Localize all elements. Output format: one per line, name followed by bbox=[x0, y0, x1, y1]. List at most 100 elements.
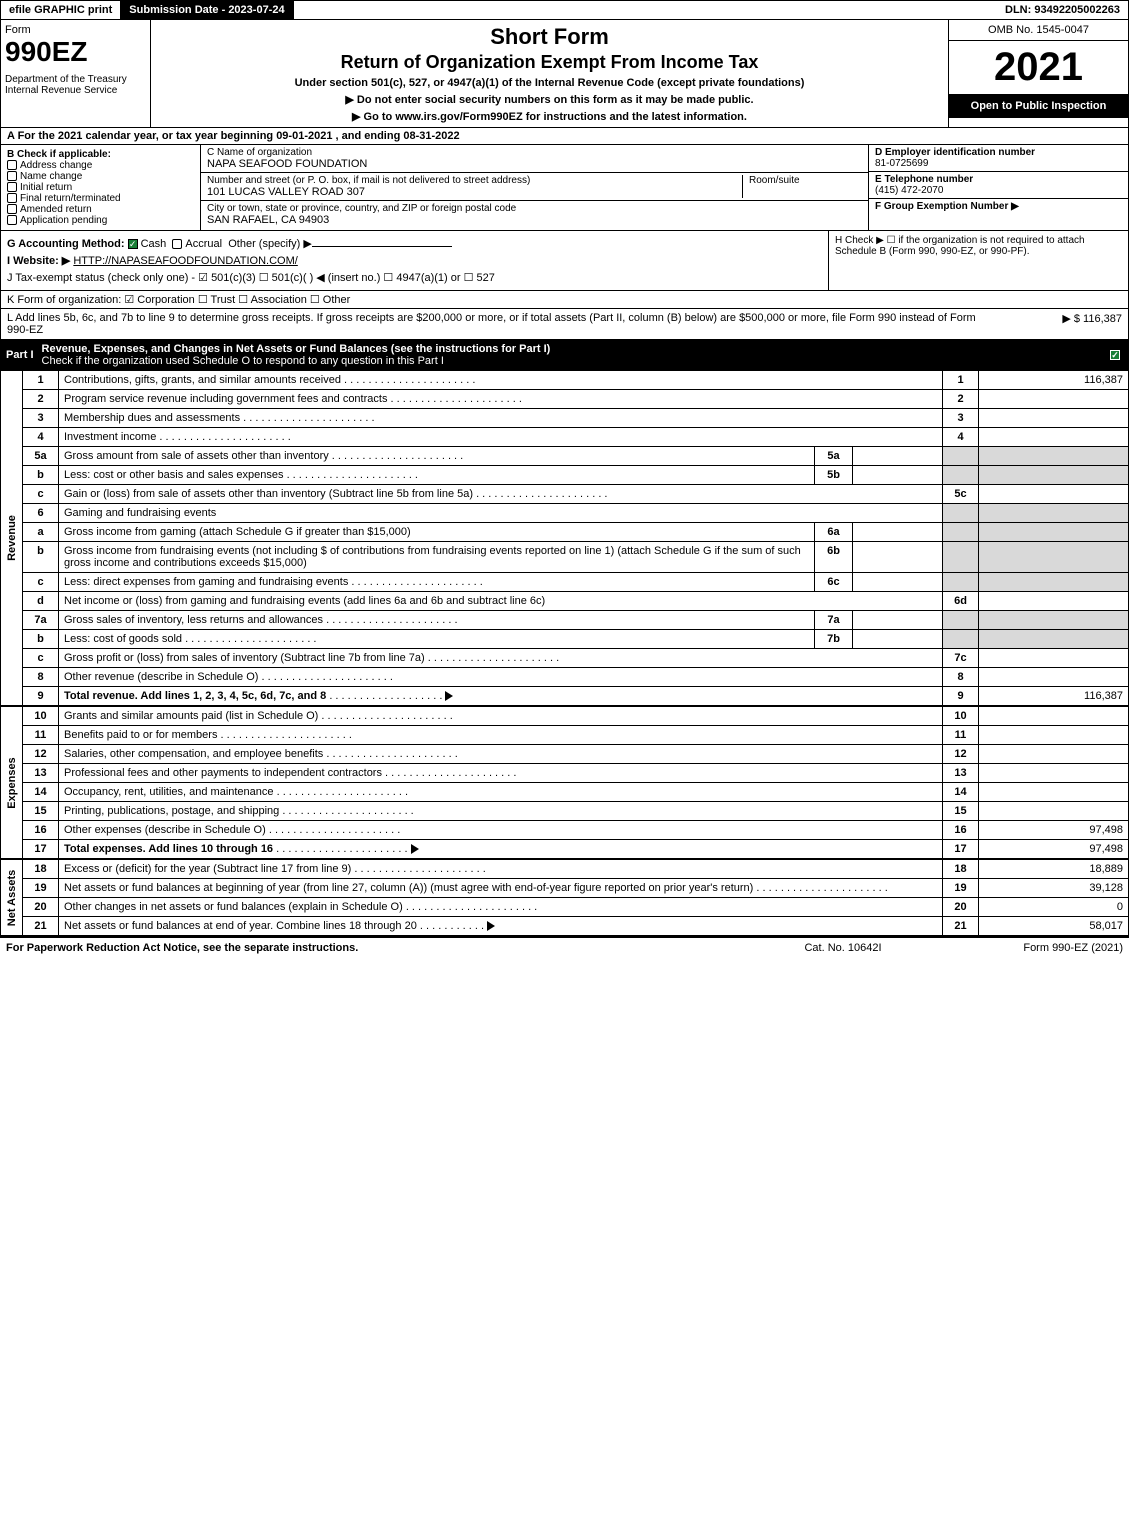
revenue-section: Revenue 1Contributions, gifts, grants, a… bbox=[0, 370, 1129, 706]
footer-center: Cat. No. 10642I bbox=[743, 942, 943, 954]
line-10: 10Grants and similar amounts paid (list … bbox=[23, 707, 1129, 726]
b-opt-address-label: Address change bbox=[20, 160, 92, 171]
b-opt-amended[interactable]: Amended return bbox=[7, 204, 194, 215]
tax-year: 2021 bbox=[949, 41, 1128, 94]
header-center: Short Form Return of Organization Exempt… bbox=[151, 20, 948, 127]
d-label: D Employer identification number bbox=[875, 147, 1035, 158]
g-accrual-check[interactable] bbox=[172, 239, 182, 249]
line-9: 9Total revenue. Add lines 1, 2, 3, 4, 5c… bbox=[23, 687, 1129, 706]
b-opt-pending[interactable]: Application pending bbox=[7, 215, 194, 226]
e-label: E Telephone number bbox=[875, 174, 973, 185]
dept: Department of the Treasury Internal Reve… bbox=[5, 74, 146, 96]
line-18: 18Excess or (deficit) for the year (Subt… bbox=[23, 860, 1129, 879]
expenses-table: 10Grants and similar amounts paid (list … bbox=[22, 706, 1129, 859]
b-opt-final[interactable]: Final return/terminated bbox=[7, 193, 194, 204]
line-2: 2Program service revenue including gover… bbox=[23, 390, 1129, 409]
line-17: 17Total expenses. Add lines 10 through 1… bbox=[23, 840, 1129, 859]
b-opt-initial-label: Initial return bbox=[20, 182, 72, 193]
c-name-row: C Name of organization NAPA SEAFOOD FOUN… bbox=[201, 145, 868, 173]
col-d-e-f: D Employer identification number 81-0725… bbox=[868, 145, 1128, 230]
line-5b: bLess: cost or other basis and sales exp… bbox=[23, 466, 1129, 485]
f-label: F Group Exemption Number ▶ bbox=[875, 201, 1019, 212]
h-block: H Check ▶ ☐ if the organization is not r… bbox=[828, 231, 1128, 290]
line-20: 20Other changes in net assets or fund ba… bbox=[23, 898, 1129, 917]
g-cash: Cash bbox=[141, 238, 167, 250]
l-value: ▶ $ 116,387 bbox=[982, 312, 1122, 336]
topbar: efile GRAPHIC print Submission Date - 20… bbox=[0, 0, 1129, 20]
net-sidelabel: Net Assets bbox=[0, 859, 22, 936]
g-label: G Accounting Method: bbox=[7, 238, 125, 250]
revenue-table: 1Contributions, gifts, grants, and simil… bbox=[22, 370, 1129, 706]
net-assets-table: 18Excess or (deficit) for the year (Subt… bbox=[22, 859, 1129, 936]
website-link[interactable]: HTTP://NAPASEAFOODFOUNDATION.COM/ bbox=[73, 255, 298, 267]
d-ein: D Employer identification number 81-0725… bbox=[869, 145, 1128, 172]
l-text: L Add lines 5b, 6c, and 7b to line 9 to … bbox=[7, 312, 982, 336]
net-assets-section: Net Assets 18Excess or (deficit) for the… bbox=[0, 859, 1129, 936]
goto-link[interactable]: ▶ Go to www.irs.gov/Form990EZ for instru… bbox=[161, 110, 938, 123]
footer: For Paperwork Reduction Act Notice, see … bbox=[0, 936, 1129, 958]
b-opt-name[interactable]: Name change bbox=[7, 171, 194, 182]
expenses-section: Expenses 10Grants and similar amounts pa… bbox=[0, 706, 1129, 859]
arrow-icon bbox=[411, 844, 419, 854]
b-opt-amended-label: Amended return bbox=[20, 204, 92, 215]
part-i-check[interactable] bbox=[1110, 350, 1120, 360]
f-group: F Group Exemption Number ▶ bbox=[869, 199, 1128, 214]
header-left: Form 990EZ Department of the Treasury In… bbox=[1, 20, 151, 127]
col-b: B Check if applicable: Address change Na… bbox=[1, 145, 201, 230]
part-i-sub: Check if the organization used Schedule … bbox=[42, 355, 444, 367]
b-opt-name-label: Name change bbox=[20, 171, 82, 182]
b-opt-initial[interactable]: Initial return bbox=[7, 182, 194, 193]
footer-right: Form 990-EZ (2021) bbox=[943, 942, 1123, 954]
line-7a: 7aGross sales of inventory, less returns… bbox=[23, 611, 1129, 630]
g-cash-check[interactable] bbox=[128, 239, 138, 249]
ein-value: 81-0725699 bbox=[875, 158, 928, 169]
phone-value: (415) 472-2070 bbox=[875, 185, 943, 196]
org-name: NAPA SEAFOOD FOUNDATION bbox=[207, 158, 862, 170]
line-1: 1Contributions, gifts, grants, and simil… bbox=[23, 371, 1129, 390]
omb: OMB No. 1545-0047 bbox=[949, 20, 1128, 41]
subtitle: Under section 501(c), 527, or 4947(a)(1)… bbox=[161, 77, 938, 89]
line-14: 14Occupancy, rent, utilities, and mainte… bbox=[23, 783, 1129, 802]
line-21: 21Net assets or fund balances at end of … bbox=[23, 917, 1129, 936]
line-3: 3Membership dues and assessments3 bbox=[23, 409, 1129, 428]
line-7c: cGross profit or (loss) from sales of in… bbox=[23, 649, 1129, 668]
line-6d: dNet income or (loss) from gaming and fu… bbox=[23, 592, 1129, 611]
line-6: 6Gaming and fundraising events bbox=[23, 504, 1129, 523]
revenue-sidelabel: Revenue bbox=[0, 370, 22, 706]
line-15: 15Printing, publications, postage, and s… bbox=[23, 802, 1129, 821]
efile-label[interactable]: efile GRAPHIC print bbox=[1, 1, 121, 19]
row-a: A For the 2021 calendar year, or tax yea… bbox=[0, 128, 1129, 145]
warning: ▶ Do not enter social security numbers o… bbox=[161, 93, 938, 106]
line-12: 12Salaries, other compensation, and empl… bbox=[23, 745, 1129, 764]
i-label: I Website: ▶ bbox=[7, 255, 70, 267]
block-g-h: G Accounting Method: Cash Accrual Other … bbox=[0, 231, 1129, 291]
g-accrual: Accrual bbox=[185, 238, 222, 250]
line-4: 4Investment income4 bbox=[23, 428, 1129, 447]
line-6a: aGross income from gaming (attach Schedu… bbox=[23, 523, 1129, 542]
b-header: B Check if applicable: bbox=[7, 149, 194, 160]
b-opt-address[interactable]: Address change bbox=[7, 160, 194, 171]
org-street: 101 LUCAS VALLEY ROAD 307 bbox=[207, 186, 742, 198]
e-phone: E Telephone number (415) 472-2070 bbox=[869, 172, 1128, 199]
expenses-sidelabel: Expenses bbox=[0, 706, 22, 859]
org-city: SAN RAFAEL, CA 94903 bbox=[207, 214, 862, 226]
form-header: Form 990EZ Department of the Treasury In… bbox=[0, 20, 1129, 128]
line-6b: bGross income from fundraising events (n… bbox=[23, 542, 1129, 573]
line-19: 19Net assets or fund balances at beginni… bbox=[23, 879, 1129, 898]
part-i-header: Part I Revenue, Expenses, and Changes in… bbox=[0, 340, 1129, 370]
line-11: 11Benefits paid to or for members11 bbox=[23, 726, 1129, 745]
line-5c: cGain or (loss) from sale of assets othe… bbox=[23, 485, 1129, 504]
c-city-row: City or town, state or province, country… bbox=[201, 201, 868, 228]
b-opt-final-label: Final return/terminated bbox=[20, 193, 121, 204]
line-5a: 5aGross amount from sale of assets other… bbox=[23, 447, 1129, 466]
row-l: L Add lines 5b, 6c, and 7b to line 9 to … bbox=[0, 309, 1129, 340]
part-i-title: Revenue, Expenses, and Changes in Net As… bbox=[42, 343, 551, 355]
arrow-icon bbox=[487, 921, 495, 931]
title-short-form: Short Form bbox=[161, 24, 938, 50]
g-other: Other (specify) ▶ bbox=[228, 238, 312, 250]
c-street-row: Number and street (or P. O. box, if mail… bbox=[201, 173, 868, 201]
j-status: J Tax-exempt status (check only one) - ☑… bbox=[7, 269, 822, 286]
part-i-tag: Part I bbox=[6, 349, 42, 361]
g-other-input[interactable] bbox=[312, 246, 452, 247]
room-label: Room/suite bbox=[742, 175, 862, 198]
